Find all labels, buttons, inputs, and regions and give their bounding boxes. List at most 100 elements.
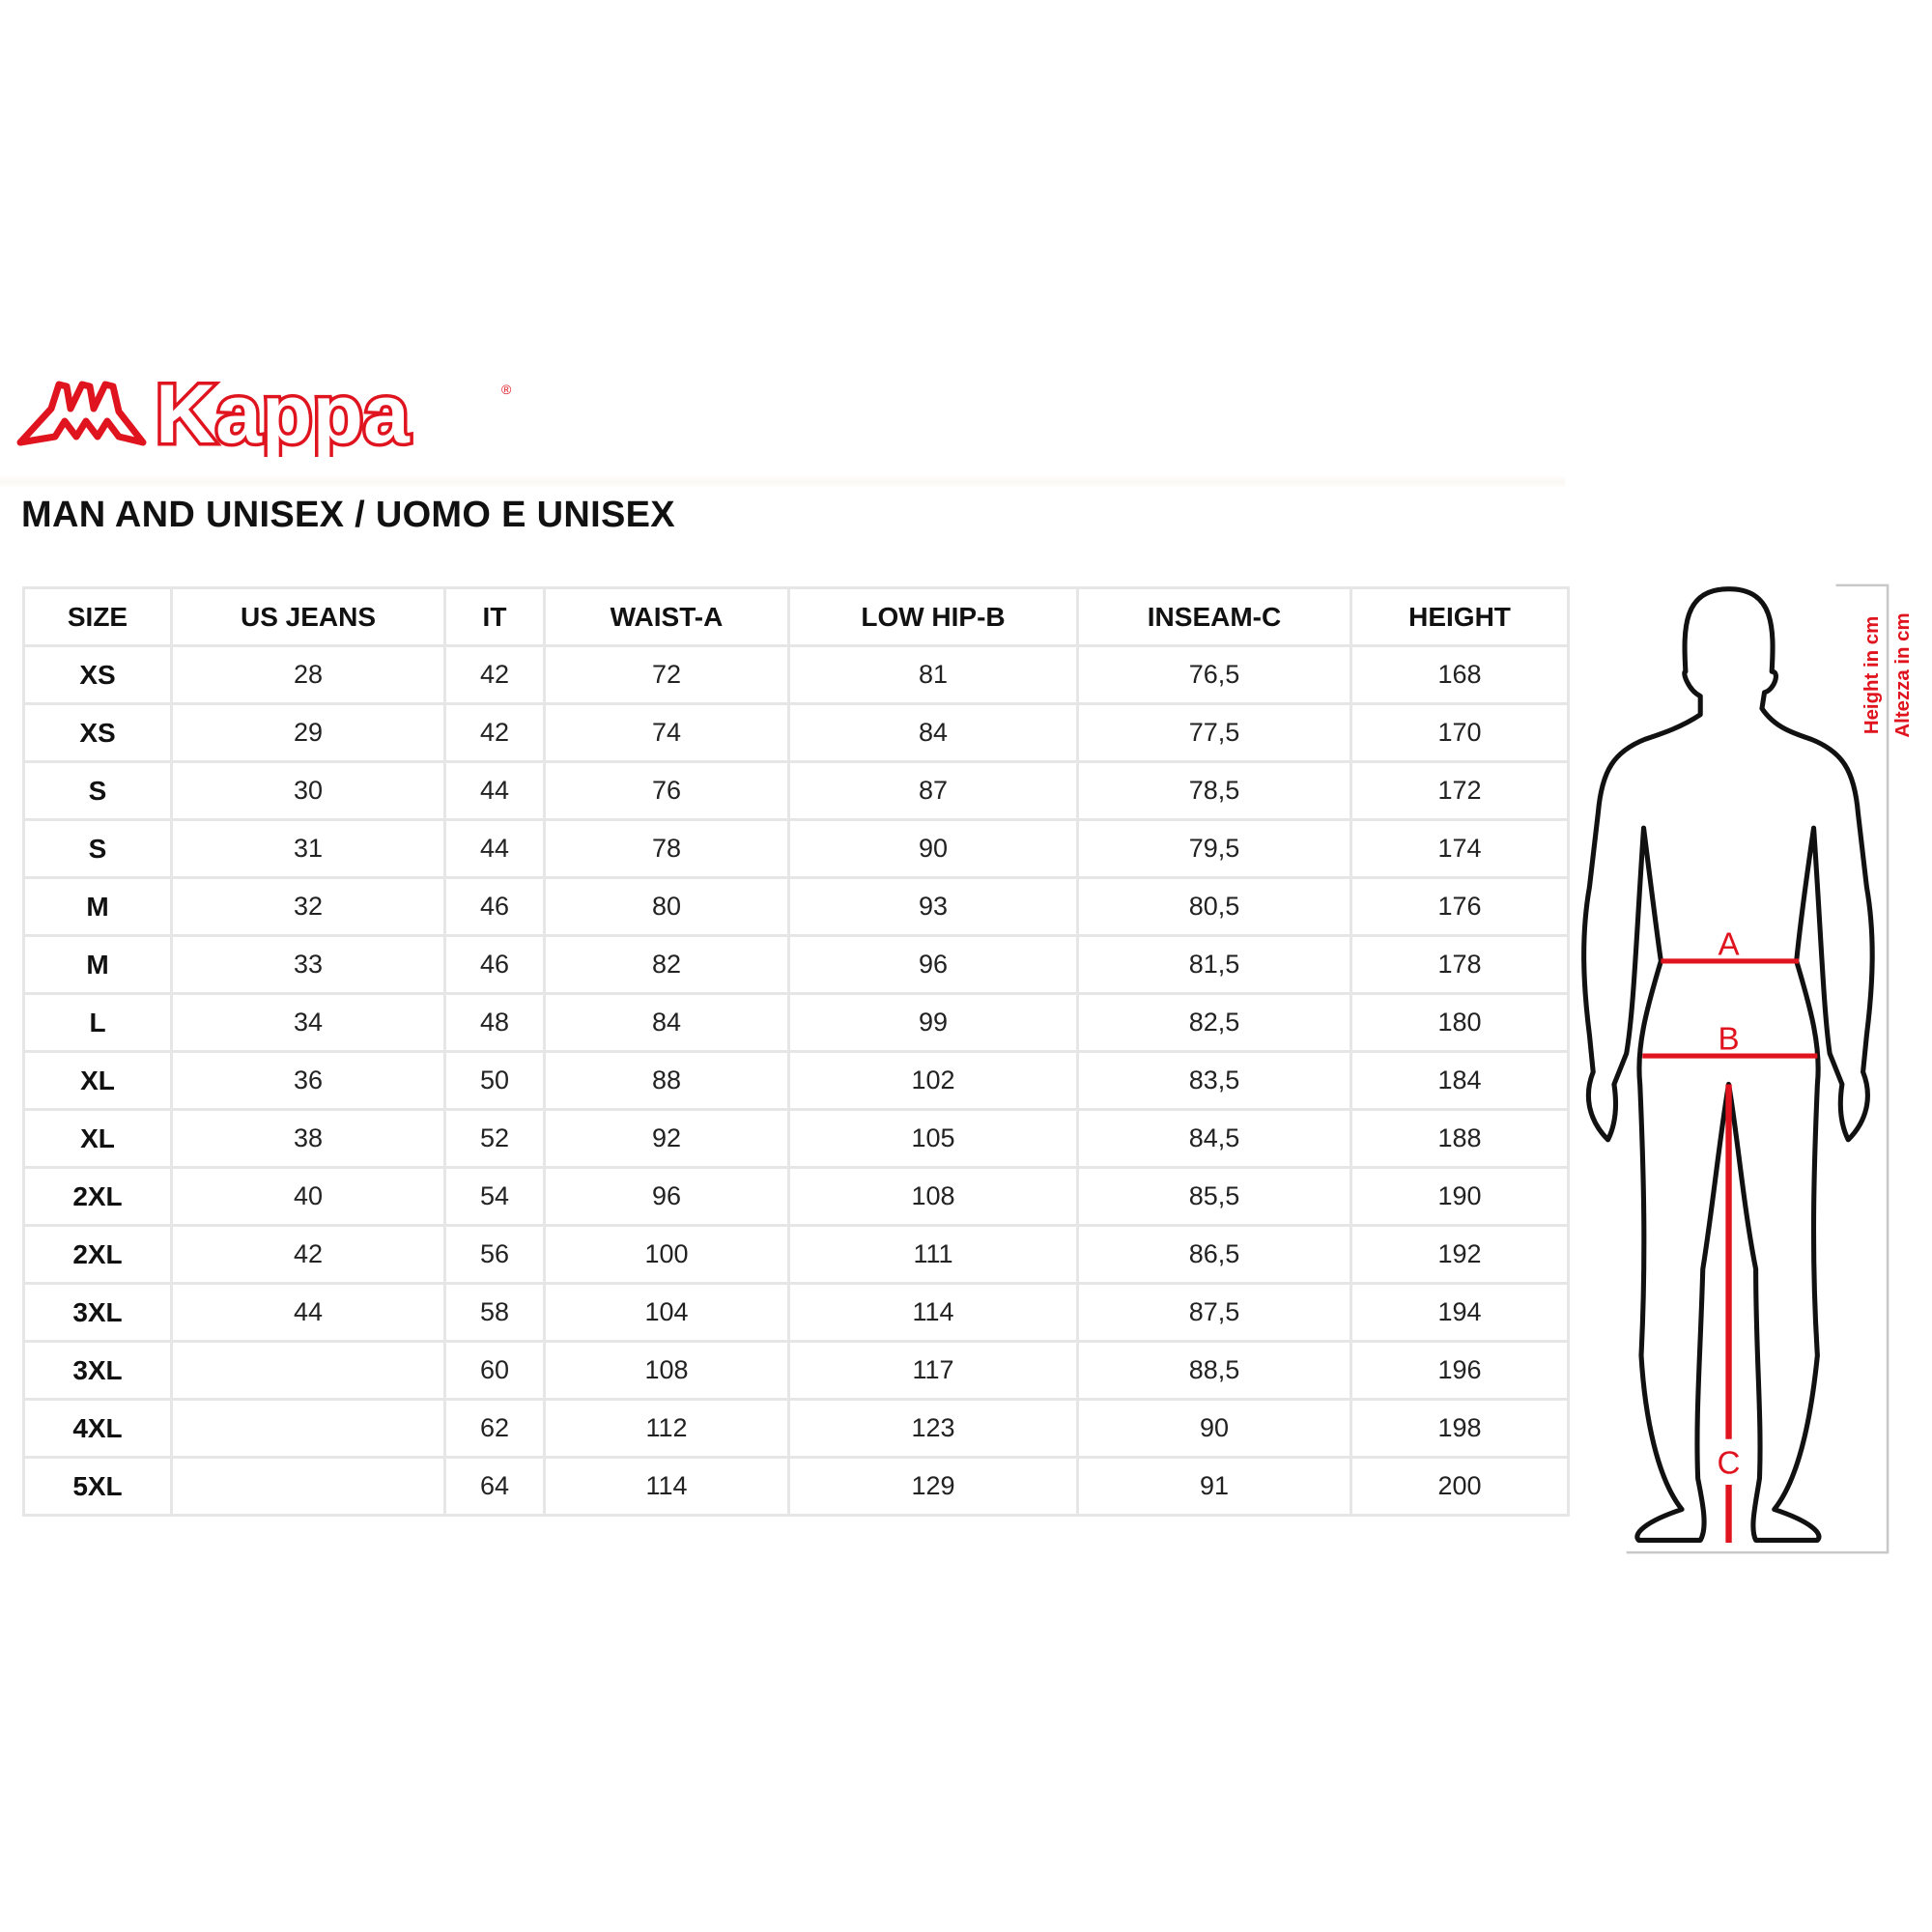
table-cell: 178 (1350, 934, 1570, 995)
size-chart-table: SIZE US JEANS IT WAIST-A LOW HIP-B INSEAM-C HE… (22, 586, 1570, 1517)
table-cell: 108 (543, 1340, 790, 1401)
table-cell (170, 1456, 446, 1517)
table-cell: 117 (787, 1340, 1079, 1401)
table-cell: 50 (443, 1050, 546, 1111)
size-cell: XL (22, 1108, 173, 1169)
table-cell: 93 (787, 876, 1079, 937)
table-cell: 99 (787, 992, 1079, 1053)
table-cell: 40 (170, 1166, 446, 1227)
table-row: 3XL 60 108 117 88,5 196 (22, 1340, 1570, 1401)
table-cell: 42 (170, 1224, 446, 1285)
table-cell: 32 (170, 876, 446, 937)
table-cell: 85,5 (1076, 1166, 1352, 1227)
table-cell: 170 (1350, 702, 1570, 763)
size-cell: 4XL (22, 1398, 173, 1459)
registered-mark: ® (501, 382, 512, 397)
size-cell: 2XL (22, 1166, 173, 1227)
size-cell: 5XL (22, 1456, 173, 1517)
size-cell: M (22, 934, 173, 995)
table-cell: 180 (1350, 992, 1570, 1053)
size-cell: XL (22, 1050, 173, 1111)
table-cell: 188 (1350, 1108, 1570, 1169)
table-cell: 56 (443, 1224, 546, 1285)
column-header-size: SIZE (22, 586, 173, 647)
table-cell: 54 (443, 1166, 546, 1227)
table-cell: 44 (170, 1282, 446, 1343)
table-cell: 200 (1350, 1456, 1570, 1517)
size-cell: XS (22, 702, 173, 763)
table-cell: 112 (543, 1398, 790, 1459)
table-cell: 196 (1350, 1340, 1570, 1401)
table-cell: 44 (443, 818, 546, 879)
column-header-waist-a: WAIST-A (543, 586, 790, 647)
table-cell: 190 (1350, 1166, 1570, 1227)
table-row: M 33 46 82 96 81,5 178 (22, 934, 1570, 995)
size-cell: 2XL (22, 1224, 173, 1285)
omini-logo-icon (16, 381, 147, 446)
table-cell: 168 (1350, 644, 1570, 705)
table-row: 3XL 44 58 104 114 87,5 194 (22, 1282, 1570, 1343)
table-cell: 100 (543, 1224, 790, 1285)
kappa-logo: Kappa ® (16, 365, 512, 457)
table-cell: 91 (1076, 1456, 1352, 1517)
table-row: XS 29 42 74 84 77,5 170 (22, 702, 1570, 763)
divider (0, 475, 1565, 489)
logo-wordmark: Kappa (156, 368, 411, 457)
size-cell: L (22, 992, 173, 1053)
table-cell: 104 (543, 1282, 790, 1343)
table-cell: 77,5 (1076, 702, 1352, 763)
table-cell: 74 (543, 702, 790, 763)
table-cell: 72 (543, 644, 790, 705)
table-cell: 90 (787, 818, 1079, 879)
table-cell: 172 (1350, 760, 1570, 821)
table-cell: 82,5 (1076, 992, 1352, 1053)
table-cell: 80,5 (1076, 876, 1352, 937)
table-cell: 31 (170, 818, 446, 879)
table-cell: 87 (787, 760, 1079, 821)
frame-lines (1626, 583, 1889, 1554)
table-cell: 78,5 (1076, 760, 1352, 821)
table-cell: 28 (170, 644, 446, 705)
page-title: MAN AND UNISEX / UOMO E UNISEX (21, 495, 675, 535)
table-cell: 114 (787, 1282, 1079, 1343)
table-cell: 111 (787, 1224, 1079, 1285)
table-cell: 92 (543, 1108, 790, 1169)
table-cell: 44 (443, 760, 546, 821)
column-header-inseam-c: INSEAM-C (1076, 586, 1352, 647)
table-cell: 29 (170, 702, 446, 763)
table-cell: 174 (1350, 818, 1570, 879)
table-cell: 129 (787, 1456, 1079, 1517)
table-row: XS 28 42 72 81 76,5 168 (22, 644, 1570, 705)
table-cell: 82 (543, 934, 790, 995)
column-header-height: HEIGHT (1350, 586, 1570, 647)
table-cell: 60 (443, 1340, 546, 1401)
table-cell: 184 (1350, 1050, 1570, 1111)
size-cell: 3XL (22, 1340, 173, 1401)
table-cell: 108 (787, 1166, 1079, 1227)
table-header-row: SIZE US JEANS IT WAIST-A LOW HIP-B INSEAM-C HE… (22, 586, 1570, 647)
table-cell: 105 (787, 1108, 1079, 1169)
size-cell: S (22, 760, 173, 821)
label-a: A (1718, 927, 1740, 963)
table-row: 4XL 62 112 123 90 198 (22, 1398, 1570, 1459)
body-outline (1581, 586, 1875, 1543)
column-header-low-hip-b: LOW HIP-B (787, 586, 1079, 647)
table-cell: 42 (443, 644, 546, 705)
table-cell: 87,5 (1076, 1282, 1352, 1343)
table-row: XL 36 50 88 102 83,5 184 (22, 1050, 1570, 1111)
table-cell: 58 (443, 1282, 546, 1343)
table-row: M 32 46 80 93 80,5 176 (22, 876, 1570, 937)
size-cell: S (22, 818, 173, 879)
table-cell: 76,5 (1076, 644, 1352, 705)
label-c: C (1718, 1446, 1741, 1482)
table-row: 2XL 40 54 96 108 85,5 190 (22, 1166, 1570, 1227)
table-cell: 198 (1350, 1398, 1570, 1459)
table-cell: 64 (443, 1456, 546, 1517)
table-row: L 34 48 84 99 82,5 180 (22, 992, 1570, 1053)
table-cell: 90 (1076, 1398, 1352, 1459)
table-cell: 84 (787, 702, 1079, 763)
height-it-label: Altezza in cm (1892, 612, 1914, 737)
table-cell (170, 1340, 446, 1401)
table-cell: 88 (543, 1050, 790, 1111)
table-cell: 96 (787, 934, 1079, 995)
